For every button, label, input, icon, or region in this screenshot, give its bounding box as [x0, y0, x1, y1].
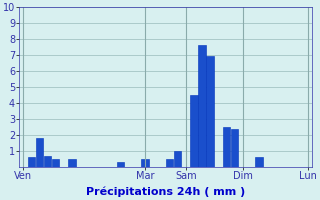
- Bar: [117, 162, 124, 167]
- Bar: [255, 157, 263, 167]
- Bar: [44, 156, 51, 167]
- Bar: [166, 159, 173, 167]
- Bar: [190, 95, 197, 167]
- Bar: [36, 138, 43, 167]
- Bar: [223, 127, 230, 167]
- Bar: [68, 159, 76, 167]
- Bar: [231, 129, 238, 167]
- Bar: [174, 151, 181, 167]
- Bar: [52, 159, 60, 167]
- X-axis label: Précipitations 24h ( mm ): Précipitations 24h ( mm ): [86, 187, 245, 197]
- Bar: [141, 159, 149, 167]
- Bar: [206, 56, 214, 167]
- Bar: [198, 45, 206, 167]
- Bar: [28, 157, 35, 167]
